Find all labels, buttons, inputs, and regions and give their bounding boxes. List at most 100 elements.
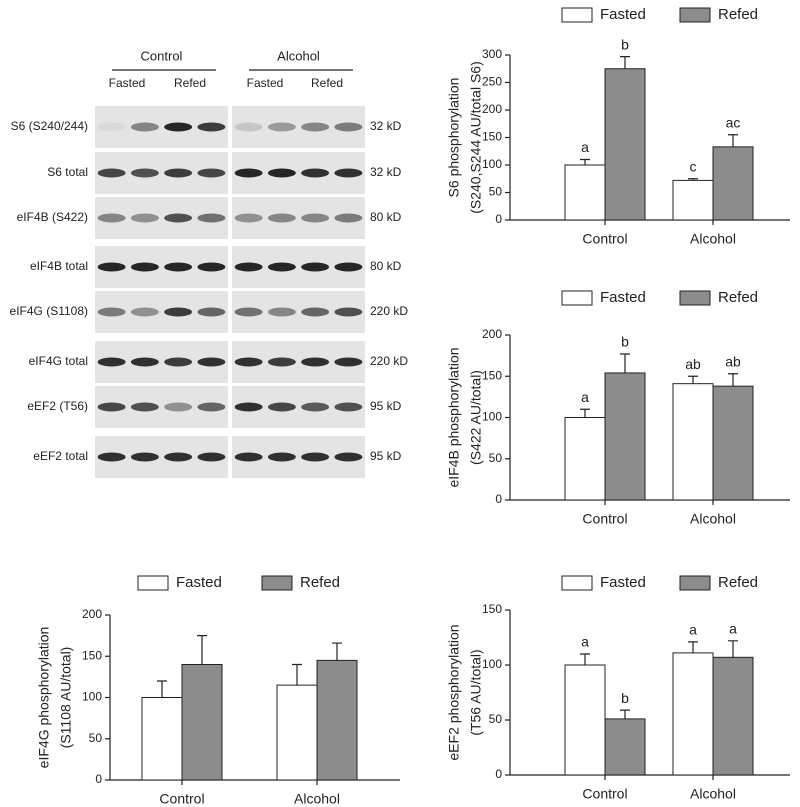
blot-band bbox=[267, 122, 296, 132]
blot-band bbox=[301, 262, 330, 272]
legend-swatch bbox=[679, 575, 711, 591]
blot-band bbox=[197, 357, 226, 367]
error-bar bbox=[728, 640, 738, 658]
blot-band bbox=[301, 452, 330, 462]
y-axis-label: eIF4G phosphorylation (S1108 AU/total) bbox=[36, 627, 74, 769]
y-tick-label: 150 bbox=[482, 368, 502, 382]
legend-label: Refed bbox=[718, 574, 758, 591]
y-axis-label: eEF2 phosphorylation (T56 AU/total) bbox=[446, 624, 484, 760]
blot-band bbox=[97, 357, 126, 367]
bar bbox=[316, 659, 358, 781]
error-bar bbox=[728, 373, 738, 387]
row-label: eIF4G total bbox=[29, 354, 88, 368]
blot-band bbox=[197, 122, 226, 132]
row-label: eIF4B total bbox=[30, 259, 88, 273]
row-label: eIF4G (S1108) bbox=[10, 304, 88, 318]
y-tick-label: 150 bbox=[482, 602, 502, 616]
blot-band bbox=[267, 262, 296, 272]
significance-letter: b bbox=[621, 36, 629, 52]
blot-band bbox=[334, 213, 363, 223]
legend-swatch bbox=[679, 290, 711, 306]
blot-band bbox=[334, 262, 363, 272]
blot-band bbox=[267, 307, 296, 317]
y-axis-label-line: S6 phosphorylation bbox=[446, 78, 462, 198]
y-tick-label: 150 bbox=[482, 130, 502, 144]
error-bar bbox=[688, 641, 698, 653]
group-label: Control bbox=[141, 48, 183, 63]
blot-band bbox=[197, 168, 226, 178]
blot-band bbox=[301, 402, 330, 412]
error-bar bbox=[688, 178, 698, 181]
blot-band bbox=[130, 262, 159, 272]
x-tick-label: Control bbox=[582, 786, 627, 802]
lane-label: Refed bbox=[311, 76, 343, 90]
blot-band bbox=[267, 402, 296, 412]
blot-band bbox=[164, 262, 193, 272]
error-bar bbox=[157, 680, 167, 698]
y-tick-label: 100 bbox=[482, 410, 502, 424]
y-tick-label: 300 bbox=[482, 47, 502, 61]
blot-band bbox=[334, 402, 363, 412]
bar bbox=[276, 684, 318, 781]
y-tick-label: 0 bbox=[495, 492, 502, 506]
blot-band bbox=[197, 452, 226, 462]
size-label: 32 kD bbox=[370, 165, 402, 179]
row-label: S6 (S240/244) bbox=[11, 119, 88, 133]
legend-label: Fasted bbox=[600, 289, 646, 306]
y-tick-label: 100 bbox=[482, 657, 502, 671]
y-axis-label: S6 phosphorylation (S240,S244 AU/total S6… bbox=[446, 61, 484, 214]
y-axis-label: eIF4B phosphorylation (S422 AU/total) bbox=[446, 347, 484, 487]
legend-swatch bbox=[561, 290, 593, 306]
legend-swatch bbox=[561, 7, 593, 23]
blot-band bbox=[234, 213, 263, 223]
blot-band bbox=[164, 357, 193, 367]
significance-letter: ab bbox=[725, 353, 741, 369]
y-tick-label: 0 bbox=[495, 212, 502, 226]
bar bbox=[141, 697, 183, 781]
blot-band bbox=[334, 307, 363, 317]
x-tick-label: Control bbox=[582, 511, 627, 527]
size-label: 95 kD bbox=[370, 399, 402, 413]
significance-letter: b bbox=[621, 334, 629, 350]
blot-band bbox=[334, 122, 363, 132]
blot-band bbox=[334, 357, 363, 367]
blot-band bbox=[334, 452, 363, 462]
legend-label: Refed bbox=[718, 6, 758, 23]
blot-band bbox=[301, 307, 330, 317]
bar bbox=[564, 664, 606, 776]
blot-band bbox=[97, 307, 126, 317]
legend-label: Refed bbox=[718, 289, 758, 306]
blot-band bbox=[234, 307, 263, 317]
group-label: Alcohol bbox=[277, 48, 320, 63]
blot-band bbox=[97, 168, 126, 178]
significance-letter: a bbox=[581, 634, 589, 650]
blot-band bbox=[267, 213, 296, 223]
blot-band bbox=[334, 168, 363, 178]
error-bar bbox=[580, 408, 590, 418]
error-bar bbox=[620, 56, 630, 69]
blot-band bbox=[164, 402, 193, 412]
legend-swatch bbox=[561, 575, 593, 591]
legend-swatch bbox=[137, 575, 169, 591]
x-tick-label: Alcohol bbox=[690, 786, 736, 802]
bar bbox=[181, 664, 223, 781]
lane-label: Refed bbox=[174, 76, 206, 90]
legend-label: Fasted bbox=[600, 6, 646, 23]
size-label: 220 kD bbox=[370, 304, 408, 318]
blot-band bbox=[130, 122, 159, 132]
legend-label: Fasted bbox=[600, 574, 646, 591]
bar bbox=[712, 146, 754, 221]
y-axis-label-line: eEF2 phosphorylation bbox=[446, 624, 462, 760]
significance-letter: ab bbox=[685, 356, 701, 372]
y-tick-label: 200 bbox=[482, 327, 502, 341]
x-tick-label: Control bbox=[159, 791, 204, 807]
error-bar bbox=[620, 353, 630, 373]
significance-letter: a bbox=[581, 389, 589, 405]
bar bbox=[712, 656, 754, 776]
blot-band bbox=[267, 357, 296, 367]
size-label: 80 kD bbox=[370, 259, 402, 273]
blot-band bbox=[130, 168, 159, 178]
blot-band bbox=[234, 402, 263, 412]
row-label: eIF4B (S422) bbox=[17, 210, 88, 224]
row-label: eEF2 (T56) bbox=[27, 399, 88, 413]
